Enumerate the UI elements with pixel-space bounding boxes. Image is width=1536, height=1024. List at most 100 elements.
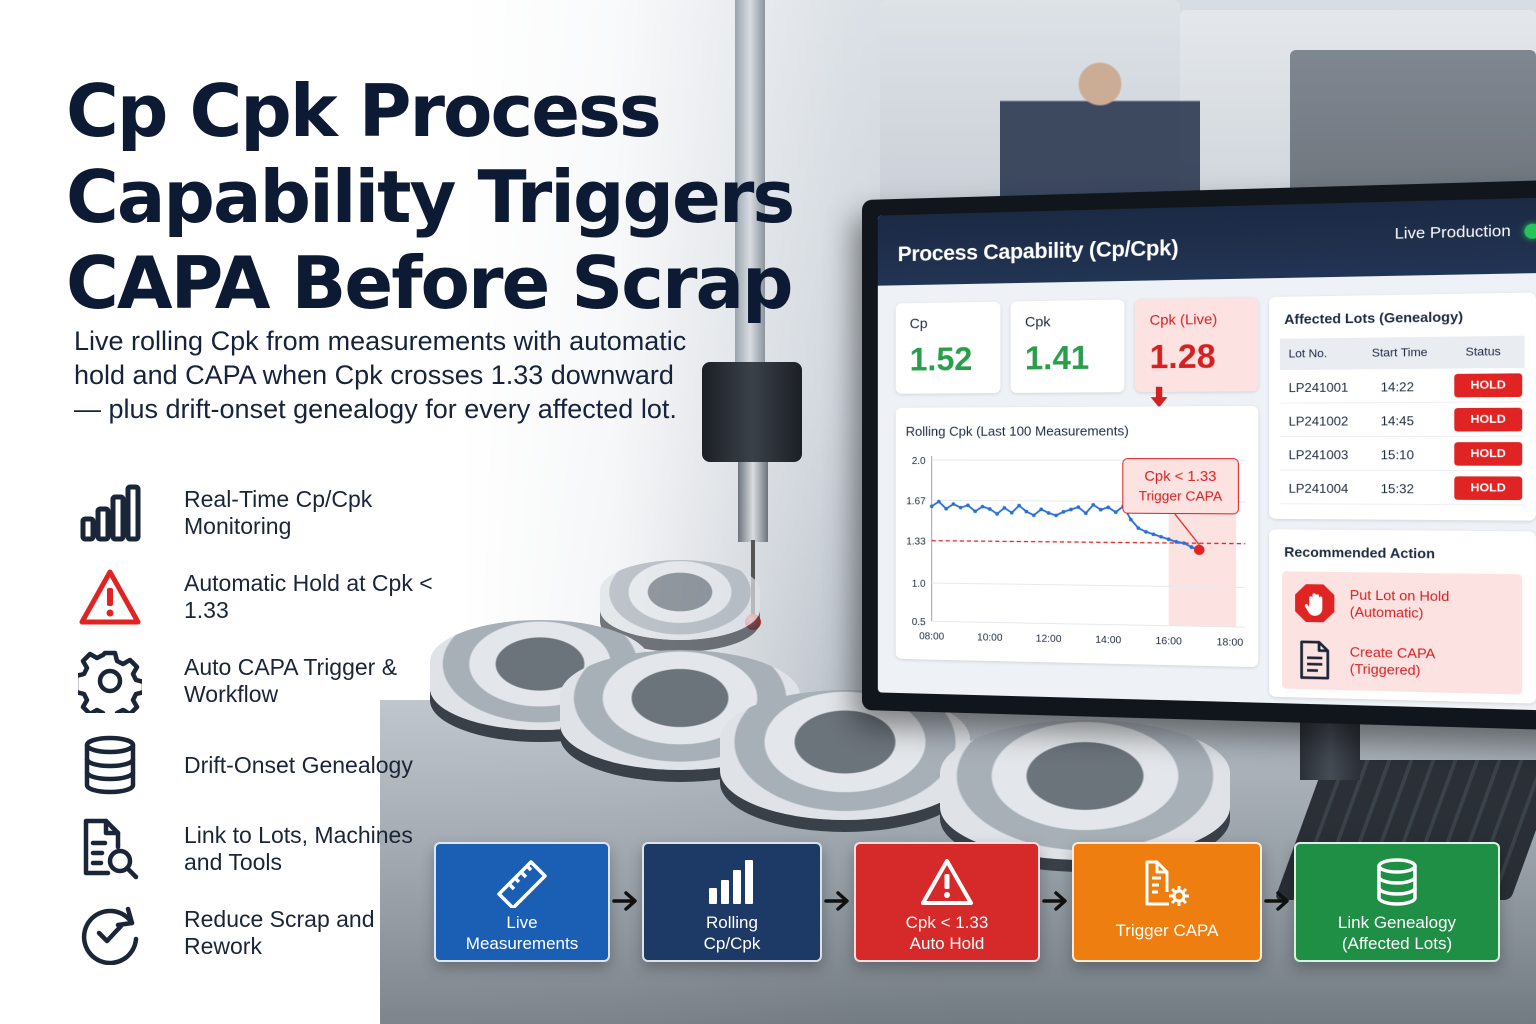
workflow-step-trigger-capa: Trigger CAPA xyxy=(1072,842,1262,962)
cpk-data-point xyxy=(966,503,970,507)
warning-triangle-icon xyxy=(856,858,1038,908)
warning-triangle-icon xyxy=(70,562,150,632)
cpk-data-point xyxy=(1069,508,1073,512)
action-text: Put Lot on Hold (Automatic) xyxy=(1350,587,1507,624)
action-put-on-hold[interactable]: Put Lot on Hold (Automatic) xyxy=(1293,582,1506,628)
table-row[interactable]: LP241002 14:45 HOLD xyxy=(1280,404,1525,437)
document-search-icon xyxy=(70,814,150,884)
cpk-data-point xyxy=(1182,541,1186,545)
workflow-step-auto-hold: Cpk < 1.33 Auto Hold xyxy=(854,842,1040,962)
x-tick-label: 10:00 xyxy=(977,632,1003,644)
document-icon xyxy=(1293,639,1337,682)
lots-header-time: Start Time xyxy=(1372,346,1428,359)
cpk-data-point xyxy=(944,507,948,511)
y-tick-label: 1.67 xyxy=(906,496,926,507)
action-line2: (Triggered) xyxy=(1350,661,1507,682)
lot-start-time: 15:32 xyxy=(1381,481,1414,496)
recommended-action-box: Put Lot on Hold (Automatic) Create CAPA (T… xyxy=(1282,571,1522,694)
x-tick-label: 08:00 xyxy=(919,631,945,643)
cpk-data-point xyxy=(1076,505,1080,509)
arrow-right-icon xyxy=(1042,890,1070,912)
lot-number: LP241003 xyxy=(1289,448,1349,463)
feature-label: Link to Lots, Machines and Tools xyxy=(184,822,434,876)
label-line2: Auto Hold xyxy=(862,933,1032,954)
cpk-data-point xyxy=(1152,532,1156,536)
hold-status-badge: HOLD xyxy=(1454,442,1522,466)
arrow-right-icon xyxy=(1264,890,1292,912)
feature-label: Drift-Onset Genealogy xyxy=(184,752,434,779)
cpk-data-point xyxy=(1039,507,1043,511)
feature-label: Automatic Hold at Cpk < 1.33 xyxy=(184,570,434,624)
feature-item-hold: Automatic Hold at Cpk < 1.33 xyxy=(70,562,434,632)
x-tick-label: 16:00 xyxy=(1155,636,1182,648)
table-row[interactable]: LP241003 15:10 HOLD xyxy=(1280,439,1525,471)
label-line2: Cp/Cpk xyxy=(650,933,814,954)
label-line1: Link Genealogy xyxy=(1302,912,1492,933)
bar-chart-icon xyxy=(70,478,150,548)
table-row[interactable]: LP241001 14:22 HOLD xyxy=(1280,370,1525,404)
cpk-data-point xyxy=(1106,505,1110,509)
cpk-data-point xyxy=(952,502,956,506)
action-text: Create CAPA (Triggered) xyxy=(1350,644,1507,682)
rolling-cpk-chart-panel: Rolling Cpk (Last 100 Measurements) 2.0 1… xyxy=(896,406,1259,667)
cpk-data-point xyxy=(937,500,941,504)
dashboard-header: Process Capability (Cp/Cpk) Live Product… xyxy=(878,197,1536,286)
lots-header-status: Status xyxy=(1466,346,1501,359)
cpk-data-point xyxy=(988,507,992,511)
cpk-data-point xyxy=(1129,518,1133,522)
cmm-probe-body xyxy=(738,462,768,542)
lot-start-time: 14:22 xyxy=(1381,380,1414,395)
cpk-data-point xyxy=(959,506,963,510)
workflow-step-label: Rolling Cp/Cpk xyxy=(650,912,814,954)
cpk-data-point xyxy=(1084,511,1088,515)
capa-callout-line2: Trigger CAPA xyxy=(1123,488,1237,504)
cpk-data-point xyxy=(1003,506,1007,510)
cpk-data-point xyxy=(1010,511,1014,515)
live-indicator-icon xyxy=(1525,223,1536,238)
dashboard-monitor: Process Capability (Cp/Cpk) Live Product… xyxy=(862,179,1536,731)
lot-start-time: 14:45 xyxy=(1381,414,1414,429)
recommended-action-panel: Recommended Action Put Lot on Hold (Autom… xyxy=(1269,529,1536,703)
capa-callout-line1: Cpk < 1.33 xyxy=(1123,467,1237,484)
cpk-data-point xyxy=(930,504,934,508)
label-line2: (Affected Lots) xyxy=(1302,933,1492,954)
kpi-label: Cp xyxy=(910,314,987,331)
feature-item-link: Link to Lots, Machines and Tools xyxy=(70,814,434,884)
workflow-step-live-measurements: Live Measurements xyxy=(434,842,610,962)
headline: Cp Cpk Process Capability Triggers CAPA … xyxy=(66,68,886,326)
workflow-step-label: Link Genealogy (Affected Lots) xyxy=(1302,912,1492,954)
cpk-data-point xyxy=(1159,535,1163,539)
arrow-down-icon xyxy=(1150,386,1169,409)
ruler-icon xyxy=(436,858,608,908)
cpk-data-point xyxy=(1062,510,1066,514)
feature-item-scrap: Reduce Scrap and Rework xyxy=(70,898,434,968)
kpi-cpk-live: Cpk (Live) 1.28 xyxy=(1135,297,1258,392)
label-line2: Measurements xyxy=(442,933,602,954)
workflow-step-label: Cpk < 1.33 Auto Hold xyxy=(862,912,1032,954)
y-tick-label: 1.0 xyxy=(912,579,926,590)
subheadline: Live rolling Cpk from measurements with … xyxy=(74,324,694,426)
workflow-step-label: Trigger CAPA xyxy=(1080,920,1254,941)
workflow-step-label: Live Measurements xyxy=(442,912,602,954)
rolling-cpk-chart: 2.01.671.331.00.508:00 10:00 12:00 14:00 16:… xyxy=(896,406,1259,667)
kpi-cpk: Cpk 1.41 xyxy=(1011,300,1125,393)
cpk-data-point xyxy=(973,509,977,513)
dashboard-screen: Process Capability (Cp/Cpk) Live Product… xyxy=(878,197,1536,711)
affected-lots-panel: Affected Lots (Genealogy) Lot No. Start … xyxy=(1269,292,1536,520)
live-status: Live Production xyxy=(1395,221,1536,243)
cpk-data-point xyxy=(1167,537,1171,541)
cpk-data-point xyxy=(1054,514,1058,518)
check-circle-icon xyxy=(70,898,150,968)
bar-chart-icon xyxy=(644,858,820,908)
arrow-right-icon xyxy=(824,890,852,912)
table-row[interactable]: LP241004 15:32 HOLD xyxy=(1280,473,1525,506)
recommended-action-title: Recommended Action xyxy=(1284,544,1435,561)
action-create-capa[interactable]: Create CAPA (Triggered) xyxy=(1293,639,1506,686)
stop-hand-icon xyxy=(1293,582,1337,625)
database-icon xyxy=(1296,858,1498,908)
cpk-data-point xyxy=(981,505,985,509)
cpk-data-point xyxy=(1025,510,1029,514)
gear-icon xyxy=(70,646,150,716)
kpi-label: Cpk xyxy=(1025,312,1110,330)
workflow-step-link-genealogy: Link Genealogy (Affected Lots) xyxy=(1294,842,1500,962)
